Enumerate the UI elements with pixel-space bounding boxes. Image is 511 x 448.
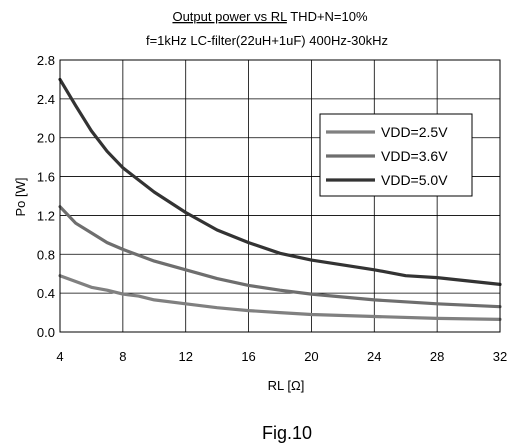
legend-label-2: VDD=3.6V: [381, 148, 448, 164]
chart-subtitle: f=1kHz LC-filter(22uH+1uF) 400Hz-30kHz: [146, 33, 388, 48]
tick-labels: 4 8 12 16 20 24 28 32 0.0 0.4 0.8 1.2 1.6 2.0 2.4 2.8: [37, 53, 507, 364]
y-axis-label: Po [W]: [13, 177, 28, 216]
x-tick-label: 32: [493, 349, 507, 364]
x-tick-label: 28: [430, 349, 444, 364]
y-tick-label: 1.6: [37, 170, 55, 185]
legend-label-1: VDD=2.5V: [381, 124, 448, 140]
series-line-1: [58, 274, 502, 321]
x-tick-label: 12: [178, 349, 192, 364]
plot-frame: [59, 59, 501, 333]
x-tick-label: 4: [56, 349, 63, 364]
y-tick-label: 2.4: [37, 92, 55, 107]
y-tick-label: 2.8: [37, 53, 55, 68]
legend: VDD=2.5V VDD=3.6V VDD=5.0V: [319, 113, 473, 197]
series-line-2: [58, 205, 502, 309]
series-lines: [58, 77, 502, 321]
legend-label-3: VDD=5.0V: [381, 172, 448, 188]
x-tick-label: 8: [119, 349, 126, 364]
figure-caption: Fig.10: [262, 423, 312, 443]
y-tick-label: 0.0: [37, 325, 55, 340]
x-axis-label: RL [Ω]: [268, 378, 305, 393]
x-tick-label: 20: [304, 349, 318, 364]
chart-title: Output power vs RL THD+N=10%: [172, 9, 368, 24]
y-tick-label: 0.8: [37, 247, 55, 262]
y-tick-label: 1.2: [37, 208, 55, 223]
y-tick-label: 2.0: [37, 131, 55, 146]
y-tick-label: 0.4: [37, 286, 55, 301]
series-line-3: [58, 77, 502, 286]
x-tick-label: 16: [241, 349, 255, 364]
x-tick-label: 24: [367, 349, 381, 364]
